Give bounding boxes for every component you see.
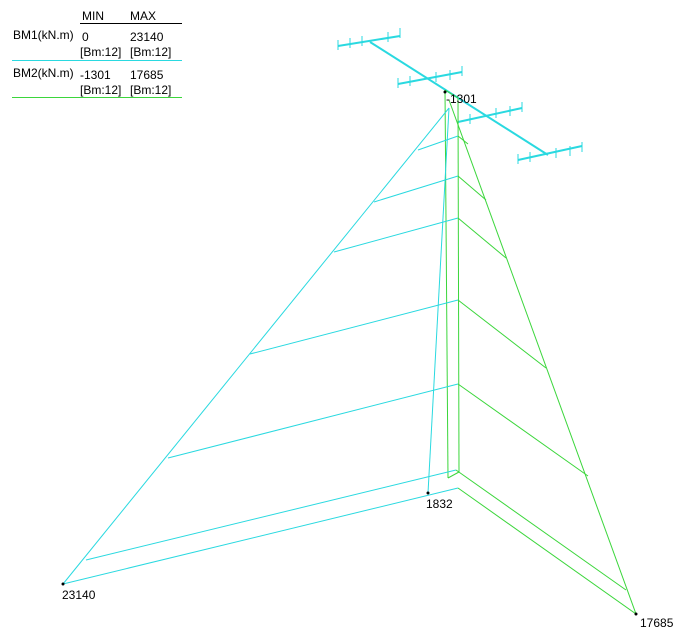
legend-bm1-max-ref: [Bm:12] xyxy=(130,45,172,59)
legend-bm1-max: 23140 xyxy=(130,30,164,44)
value-label-left: 23140 xyxy=(62,588,96,602)
value-label-top: -1301 xyxy=(446,92,477,106)
roof-beam-3 xyxy=(457,107,523,123)
roof-frame xyxy=(337,35,583,161)
roof-ticks xyxy=(337,28,583,164)
legend-header-min: MIN xyxy=(82,9,104,23)
roof-beam-4 xyxy=(517,145,583,161)
value-markers xyxy=(61,90,638,616)
roof-beam-2 xyxy=(397,71,463,85)
bm1-diagram xyxy=(62,107,459,585)
bm1-base-line-2 xyxy=(85,469,457,561)
legend-bm2-max-ref: [Bm:12] xyxy=(130,83,172,97)
bm1-inner-edge xyxy=(427,107,450,494)
bm2-base-line-2 xyxy=(455,469,627,591)
bm2-base-line xyxy=(457,487,637,615)
legend-bm1-min: 0 xyxy=(82,30,89,44)
roof-beam-1 xyxy=(337,35,401,47)
legend-bm1-swatch xyxy=(12,60,182,61)
bm2-outer-edge xyxy=(448,99,637,615)
legend-bm2-min: -1301 xyxy=(80,68,111,82)
bm1-base-line xyxy=(62,487,459,585)
legend-bm2-min-ref: [Bm:12] xyxy=(80,83,122,97)
legend-header-underline xyxy=(80,23,182,24)
value-label-right: 17685 xyxy=(640,616,674,630)
column-member xyxy=(444,89,460,479)
legend-bm2-label: BM2(kN.m) xyxy=(13,66,74,80)
legend-bm1-label: BM1(kN.m) xyxy=(13,28,74,42)
bm2-diagram xyxy=(448,99,637,615)
roof-ridge-beam xyxy=(369,41,549,156)
bm1-outer-edge xyxy=(62,107,450,585)
legend-bm2-swatch xyxy=(12,97,182,98)
value-label-mid: 1832 xyxy=(426,497,453,511)
legend-header-max: MAX xyxy=(130,9,157,23)
legend-bm1-min-ref: [Bm:12] xyxy=(80,45,122,59)
legend-bm2-max: 17685 xyxy=(130,68,164,82)
